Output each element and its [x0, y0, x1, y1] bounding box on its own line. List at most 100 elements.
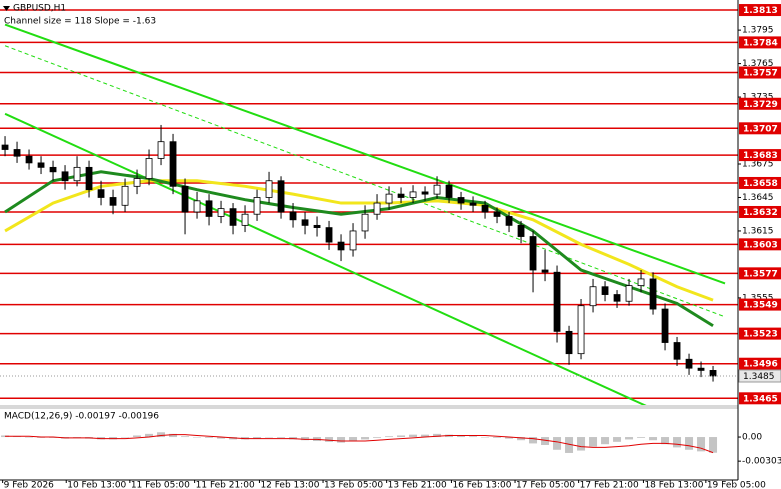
- macd-bar: [685, 437, 694, 450]
- candle-body: [385, 193, 393, 204]
- candle-body: [193, 200, 201, 213]
- macd-bar: [193, 437, 202, 438]
- level-label: 1.3707: [743, 124, 778, 134]
- macd-bar: [625, 437, 634, 440]
- candle-body: [85, 166, 93, 191]
- candle-body: [13, 149, 21, 157]
- x-tick-label: 12 Feb 13:00: [260, 481, 319, 489]
- candle-body: [565, 330, 573, 355]
- candle-body: [709, 370, 717, 377]
- chart-subtitle: Channel size = 118 Slope = -1.63: [4, 17, 156, 27]
- candle-body: [349, 230, 357, 251]
- candle-body: [469, 202, 477, 206]
- level-label-box: [739, 392, 781, 405]
- channel-line: [4, 45, 726, 318]
- candle-body: [601, 286, 609, 295]
- channel-line: [4, 112, 647, 405]
- macd-bar: [397, 435, 406, 438]
- level-label: 1.3813: [743, 6, 778, 16]
- y-tick-label: 1.3795: [742, 26, 774, 36]
- x-tick-label: 11 Feb 05:00: [131, 481, 190, 489]
- macd-plot: [1, 432, 718, 454]
- level-label-box: [739, 298, 781, 311]
- candle-body: [289, 211, 297, 221]
- candle-body: [625, 285, 633, 302]
- level-label: 1.3729: [743, 100, 778, 110]
- candle-body: [541, 269, 549, 273]
- candle-body: [697, 367, 705, 371]
- candle-body: [313, 224, 321, 229]
- candle-body: [445, 184, 453, 198]
- candle-body: [325, 227, 333, 243]
- candle-body: [229, 208, 237, 226]
- candle-body: [1, 144, 9, 150]
- y-tick-label: 1.3765: [742, 59, 774, 69]
- level-label: 1.3784: [743, 38, 778, 48]
- level-label-box: [739, 97, 781, 110]
- level-label-box: [739, 267, 781, 280]
- candle-body: [121, 185, 129, 206]
- level-label: 1.3465: [743, 394, 778, 404]
- candle-body: [265, 180, 273, 198]
- candle-body: [61, 171, 69, 182]
- macd-bar: [481, 437, 490, 438]
- axes: 1.3795 1.3765 1.3735 1.3675 1.3645 1.3615 1.35…: [2, 4, 781, 489]
- macd-bar: [613, 437, 622, 442]
- candle-body: [205, 200, 213, 217]
- level-label-box: [739, 357, 781, 370]
- level-label: 1.3577: [743, 269, 778, 279]
- candle-body: [421, 191, 429, 195]
- candle-body: [517, 224, 525, 237]
- candle-body: [301, 219, 309, 226]
- macd-bar: [337, 437, 346, 443]
- macd-bar: [253, 437, 262, 439]
- candle-body: [97, 189, 105, 198]
- macd-title: MACD(12,26,9) -0.00197 -0.00196: [4, 412, 159, 422]
- macd-bar: [589, 437, 598, 447]
- macd-bar: [157, 432, 166, 438]
- macd-bar: [577, 437, 586, 451]
- level-label-box: [739, 4, 781, 17]
- macd-bar: [349, 437, 358, 442]
- candle-body: [685, 358, 693, 369]
- macd-bar: [565, 437, 574, 453]
- candle-body: [373, 202, 381, 215]
- macd-bar: [469, 436, 478, 438]
- level-label: 1.3496: [743, 360, 778, 370]
- y-tick-label: -0.00303: [742, 457, 781, 467]
- macd-bar: [121, 437, 130, 438]
- macd-bar: [649, 437, 658, 441]
- x-tick-label: 9 Feb 2026: [4, 481, 55, 489]
- candle-body: [409, 191, 417, 198]
- channel-line: [4, 23, 726, 285]
- level-label-box: [739, 122, 781, 135]
- macd-bar: [697, 437, 706, 452]
- candle-body: [361, 213, 369, 232]
- candle-body: [661, 308, 669, 343]
- candle-body: [577, 305, 585, 355]
- symbol-icon: [3, 6, 10, 11]
- macd-bar: [169, 433, 178, 438]
- macd-bar: [541, 437, 550, 445]
- signal-line: [5, 434, 714, 454]
- candle-body: [157, 141, 165, 159]
- macd-bar: [553, 437, 562, 450]
- panel-separator: [0, 405, 738, 409]
- macd-bar: [637, 437, 646, 438]
- macd-bar: [217, 437, 226, 439]
- macd-bar: [661, 437, 670, 445]
- macd-bar: [133, 435, 142, 438]
- level-label-box: [739, 149, 781, 162]
- y-tick-label: 1.3615: [742, 226, 774, 236]
- macd-bar: [505, 437, 514, 439]
- candle-body: [673, 342, 681, 360]
- candle-body: [133, 178, 141, 187]
- level-label-box: [739, 238, 781, 251]
- y-tick-label: 1.3675: [742, 160, 774, 170]
- macd-bar: [433, 433, 442, 438]
- level-label: 1.3757: [743, 69, 778, 79]
- x-tick-label: 11 Feb 21:00: [196, 481, 255, 489]
- macd-bar: [529, 437, 538, 444]
- last-price-label: 1.3485: [743, 372, 775, 382]
